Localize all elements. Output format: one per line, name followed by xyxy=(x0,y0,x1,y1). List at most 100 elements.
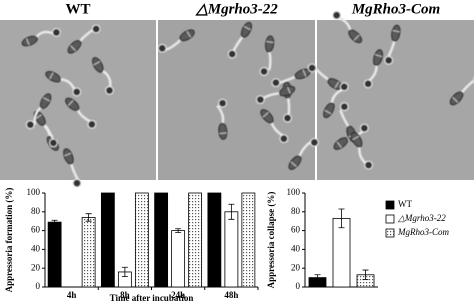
spore xyxy=(216,98,228,140)
spore xyxy=(449,75,474,106)
error-bar xyxy=(362,269,369,280)
error-bar xyxy=(175,228,182,233)
panel-label: WT xyxy=(65,1,90,17)
spore xyxy=(25,93,52,130)
conidium xyxy=(449,91,464,106)
conidium xyxy=(21,35,38,47)
appressorium xyxy=(91,24,101,34)
septum xyxy=(352,135,359,141)
spore xyxy=(333,123,369,150)
appressorium xyxy=(339,82,349,92)
x-axis-title: Time after incubation xyxy=(110,293,194,303)
spore xyxy=(227,22,252,59)
legend-label: △Mgrho3-22 xyxy=(397,213,446,223)
appressorium xyxy=(279,134,289,144)
appressorium xyxy=(364,160,374,170)
septum xyxy=(26,38,30,46)
y-tick-label: 0 xyxy=(296,281,301,291)
septum xyxy=(186,31,191,38)
bar xyxy=(207,192,222,288)
septum xyxy=(35,114,42,119)
septum xyxy=(244,26,251,31)
appressorium xyxy=(104,85,114,95)
spore xyxy=(45,71,82,97)
y-tick-label: 60 xyxy=(31,225,41,235)
appressorium xyxy=(72,87,82,97)
septum xyxy=(70,45,76,52)
appressorium xyxy=(157,43,167,53)
spore xyxy=(288,137,319,170)
conidium xyxy=(240,22,252,38)
conidium xyxy=(350,131,363,148)
panel-label: MgRho3-Com xyxy=(351,1,440,17)
spore xyxy=(92,57,114,95)
spore xyxy=(33,110,58,148)
appressorium xyxy=(72,178,82,188)
bar xyxy=(224,211,239,288)
appressorium xyxy=(283,113,293,123)
appressorium xyxy=(259,66,269,76)
septum xyxy=(290,161,297,167)
y-axis-title: Appressoria collapse (%) xyxy=(266,192,276,289)
x-tick-label: 8h xyxy=(120,290,130,300)
bar xyxy=(332,217,351,288)
conidium xyxy=(323,102,335,119)
conidium xyxy=(92,57,104,73)
septum xyxy=(266,41,274,43)
septum xyxy=(375,54,383,58)
septum xyxy=(392,30,400,33)
error-bar xyxy=(121,266,128,278)
septum xyxy=(324,109,332,115)
conidium xyxy=(348,29,363,44)
spore xyxy=(350,131,374,170)
legend-label: WT xyxy=(398,199,412,209)
septum xyxy=(334,81,339,89)
conidium xyxy=(33,110,46,126)
error-bar xyxy=(314,274,321,281)
error-bar xyxy=(85,213,92,222)
panel-label: △Mgrho3-22 xyxy=(194,1,278,17)
conidium xyxy=(260,109,274,124)
septum xyxy=(336,141,342,148)
bar xyxy=(47,221,62,288)
septum xyxy=(219,132,227,134)
conidium xyxy=(373,49,383,66)
septum xyxy=(93,61,101,66)
appressorium xyxy=(332,10,342,20)
appressorium xyxy=(307,63,317,73)
micrographs xyxy=(0,10,474,188)
micrograph xyxy=(317,20,474,180)
appressorium xyxy=(51,27,61,37)
conidium xyxy=(39,93,52,109)
septum xyxy=(287,86,291,94)
y-tick-label: 100 xyxy=(287,187,301,197)
error-bar xyxy=(228,203,235,220)
appressorium xyxy=(359,123,369,133)
appressorium xyxy=(227,49,237,59)
septum xyxy=(353,34,360,41)
y-tick-label: 0 xyxy=(36,281,41,291)
spore xyxy=(363,49,383,89)
bar xyxy=(100,192,115,288)
error-bar xyxy=(51,219,58,225)
conidium xyxy=(391,24,401,42)
appressorium xyxy=(255,95,265,105)
appressorium xyxy=(339,102,349,112)
legend-label: MgRho3-Com xyxy=(397,227,449,237)
appressorium xyxy=(271,78,281,88)
septum xyxy=(49,72,54,80)
conidium xyxy=(288,155,302,170)
spore xyxy=(323,82,349,119)
x-tick-label: 48h xyxy=(224,290,238,300)
spore xyxy=(260,109,289,144)
error-bar xyxy=(338,208,345,229)
appressorium xyxy=(87,119,97,129)
spore xyxy=(259,35,275,76)
y-axis-title: Appressoria formation (%) xyxy=(4,188,14,293)
y-tick-label: 20 xyxy=(291,262,301,272)
y-tick-label: 40 xyxy=(291,243,301,253)
bar xyxy=(188,192,203,288)
legend-swatch xyxy=(385,214,395,224)
y-tick-label: 60 xyxy=(291,225,301,235)
